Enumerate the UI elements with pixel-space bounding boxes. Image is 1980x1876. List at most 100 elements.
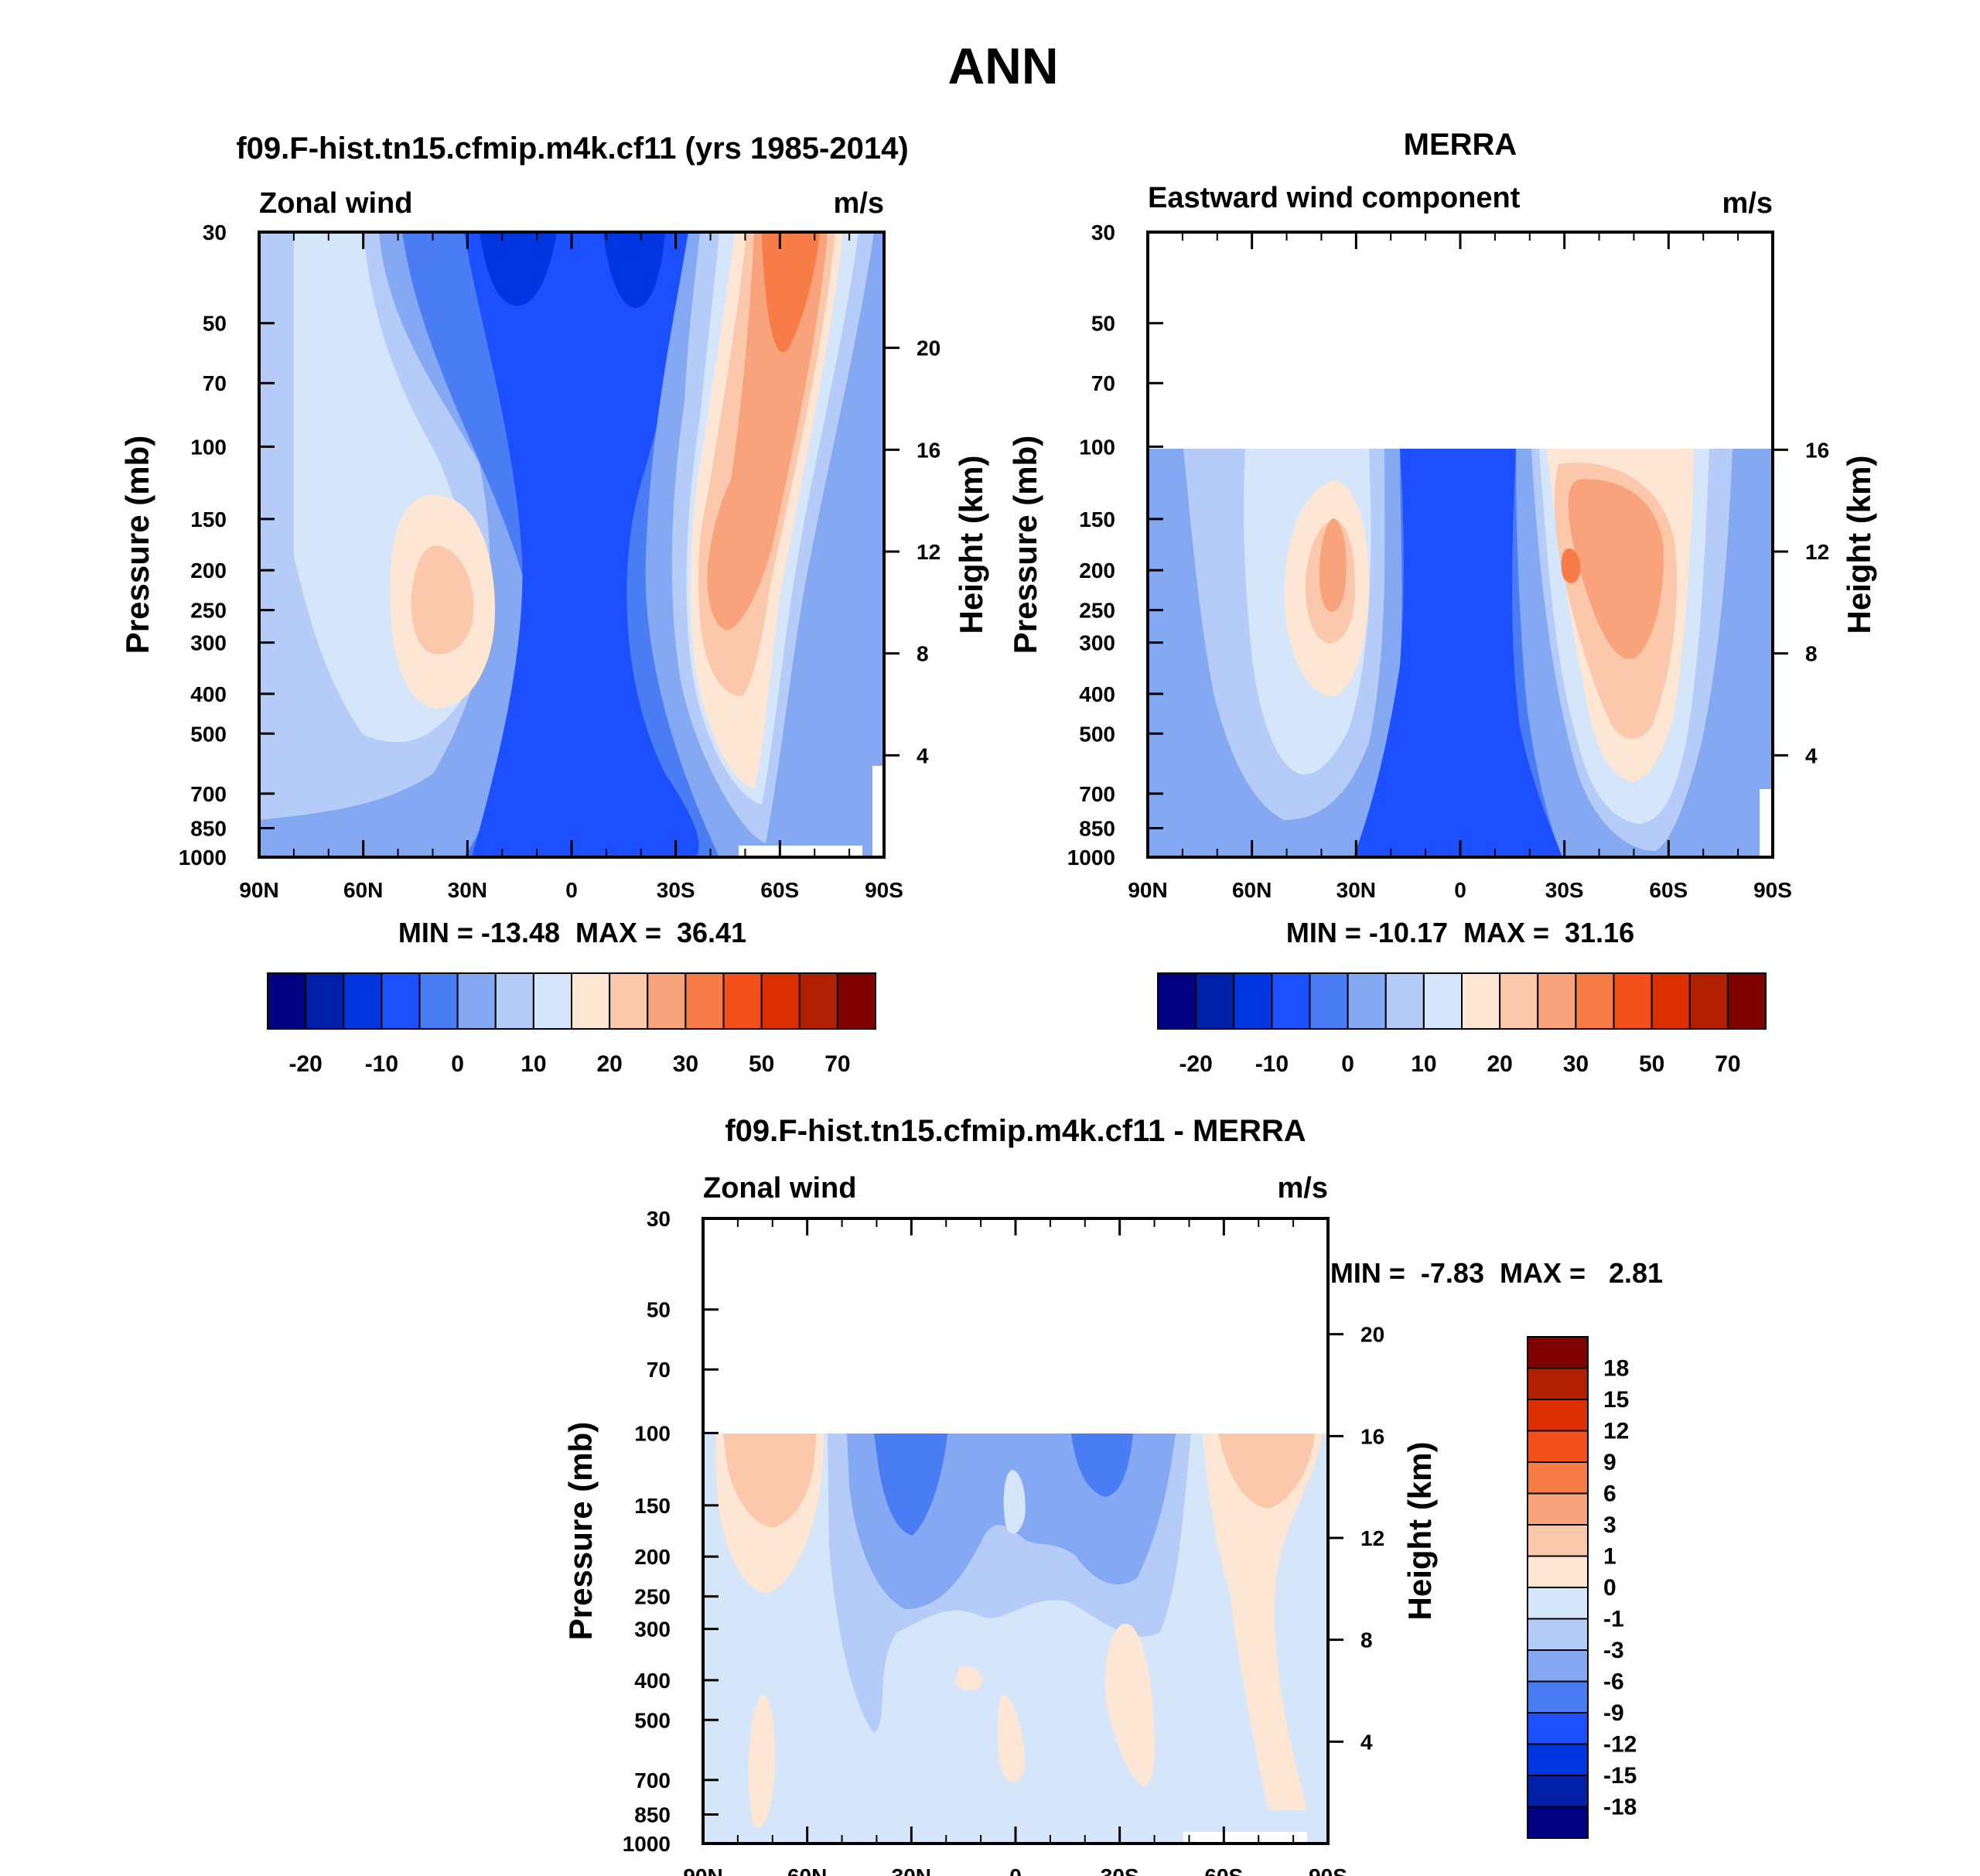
y2-tick-label: 20 — [917, 337, 940, 361]
colorbar-label: -3 — [1603, 1638, 1624, 1663]
x-tick-label: 30N — [1336, 878, 1376, 902]
y-tick-label: 250 — [190, 599, 227, 623]
obs-band-n6 — [1319, 518, 1347, 612]
colorbar-box — [494, 972, 534, 1030]
colorbar-label: 6 — [1603, 1481, 1616, 1507]
y-tick-label: 50 — [203, 312, 227, 336]
colorbar-label: 30 — [673, 1051, 698, 1077]
y-tick-label: 200 — [1079, 559, 1115, 583]
colorbar-label: 70 — [1715, 1051, 1740, 1077]
y-tick-label: 30 — [647, 1207, 671, 1231]
y-tick-label: 400 — [634, 1669, 671, 1693]
colorbar-box — [1527, 1587, 1589, 1620]
colorbar-box — [609, 972, 649, 1030]
colorbar-box — [267, 972, 307, 1030]
model-band-neg-core — [464, 232, 699, 857]
colorbar-box — [1726, 972, 1767, 1030]
panel-obs-right-label: m/s — [1722, 187, 1773, 220]
y2-tick-label: 4 — [917, 743, 929, 767]
y2-tick-label: 4 — [1360, 1730, 1373, 1754]
diff-pos-nh2 — [723, 1433, 816, 1528]
obs-missing-edge — [1760, 789, 1773, 857]
colorbar-box — [1233, 972, 1273, 1030]
diff-pos-sfc-nh — [748, 1694, 775, 1828]
panel-obs: MERRA Eastward wind component m/s 90N 60N… — [1007, 128, 1877, 1077]
colorbar-box — [1527, 1461, 1589, 1495]
colorbar-box — [1537, 972, 1577, 1030]
colorbar-label: 30 — [1563, 1051, 1589, 1077]
model-y2label: Height (km) — [953, 456, 989, 634]
colorbar-label: 15 — [1603, 1387, 1629, 1413]
colorbar-label: -20 — [1179, 1051, 1212, 1077]
y-tick-label: 700 — [634, 1768, 671, 1792]
colorbar-box — [1613, 972, 1653, 1030]
diff-pos-mid — [1104, 1623, 1155, 1787]
y-tick-label: 250 — [1079, 599, 1115, 623]
y-tick-label: 500 — [634, 1708, 671, 1732]
model-stats: MIN = -13.48 MAX = 36.41 — [398, 917, 746, 948]
y2-tick-label: 12 — [1805, 540, 1829, 564]
colorbar-label: 70 — [824, 1051, 850, 1077]
diff-stats: MIN = -7.83 MAX = 2.81 — [1330, 1257, 1663, 1289]
y-tick-label: 500 — [190, 722, 227, 746]
x-tick-label: 0 — [1009, 1864, 1022, 1876]
colorbar-box — [1527, 1430, 1589, 1463]
colorbar-box — [1499, 972, 1539, 1030]
colorbar-box — [1527, 1649, 1589, 1683]
panel-diff-left-label: Zonal wind — [703, 1172, 856, 1205]
diff-pos-sh2 — [1218, 1433, 1315, 1509]
x-tick-label: 60N — [787, 1864, 827, 1876]
diff-y2label: Height (km) — [1401, 1442, 1438, 1621]
x-tick-label: 90N — [683, 1864, 722, 1876]
y2-tick-label: 16 — [1360, 1424, 1384, 1448]
colorbar-box — [1271, 972, 1311, 1030]
x-tick-label: 30S — [1101, 1864, 1139, 1876]
y-tick-label: 150 — [1079, 507, 1115, 531]
y-tick-label: 1000 — [179, 846, 227, 870]
colorbar-box — [1195, 972, 1235, 1030]
diff-colorbar: 18 15 12 9 6 3 1 0 -1 -3 -6 -9 -12 -15 -18 — [1527, 1336, 1637, 1839]
x-tick-label: 90N — [1128, 878, 1167, 902]
y2-tick-label: 12 — [1360, 1526, 1384, 1550]
x-tick-label: 30S — [657, 878, 695, 902]
colorbar-box — [647, 972, 687, 1030]
diff-pos-sh — [1203, 1433, 1323, 1810]
colorbar-label: -15 — [1603, 1763, 1637, 1789]
colorbar-box — [798, 972, 838, 1030]
y-tick-label: 850 — [190, 817, 227, 841]
x-tick-label: 30S — [1545, 878, 1584, 902]
model-field — [259, 232, 884, 857]
model-missing — [739, 846, 862, 857]
colorbar-box — [1384, 972, 1425, 1030]
y-tick-label: 30 — [1091, 220, 1115, 244]
y-tick-label: 70 — [1091, 371, 1115, 395]
colorbar-box — [1527, 1618, 1589, 1651]
colorbar-box — [1527, 1806, 1589, 1839]
y-tick-label: 1000 — [1067, 846, 1115, 870]
panel-model-title: f09.F-hist.tn15.cfmip.m4k.cf11 (yrs 1985… — [236, 132, 908, 166]
y-tick-label: 250 — [634, 1585, 671, 1609]
y-tick-label: 50 — [1091, 312, 1115, 336]
colorbar-label: 50 — [1639, 1051, 1664, 1077]
colorbar-box — [381, 972, 421, 1030]
colorbar-box — [722, 972, 763, 1030]
panel-diff: f09.F-hist.tn15.cfmip.m4k.cf11 - MERRA Z… — [562, 1114, 1663, 1876]
y2-tick-label: 8 — [1360, 1628, 1373, 1652]
panel-diff-right-label: m/s — [1278, 1172, 1328, 1205]
y-tick-label: 400 — [1079, 682, 1115, 706]
model-band-neg-top-b — [603, 232, 665, 309]
colorbar-box — [305, 972, 345, 1030]
colorbar-box — [1461, 972, 1501, 1030]
y-tick-label: 700 — [190, 782, 227, 806]
colorbar-label: 0 — [1603, 1575, 1616, 1601]
obs-band-neg-sfc — [1440, 753, 1472, 794]
x-tick-label: 0 — [1454, 878, 1466, 902]
colorbar-box — [1527, 1775, 1589, 1808]
colorbar-box — [1527, 1555, 1589, 1588]
y-tick-label: 850 — [634, 1803, 671, 1827]
y-tick-label: 200 — [634, 1545, 671, 1569]
x-tick-label: 60S — [1649, 878, 1688, 902]
diff-ylabel: Pressure (mb) — [562, 1422, 599, 1640]
obs-band-s7 — [1561, 548, 1581, 583]
obs-ylabel: Pressure (mb) — [1007, 436, 1043, 654]
